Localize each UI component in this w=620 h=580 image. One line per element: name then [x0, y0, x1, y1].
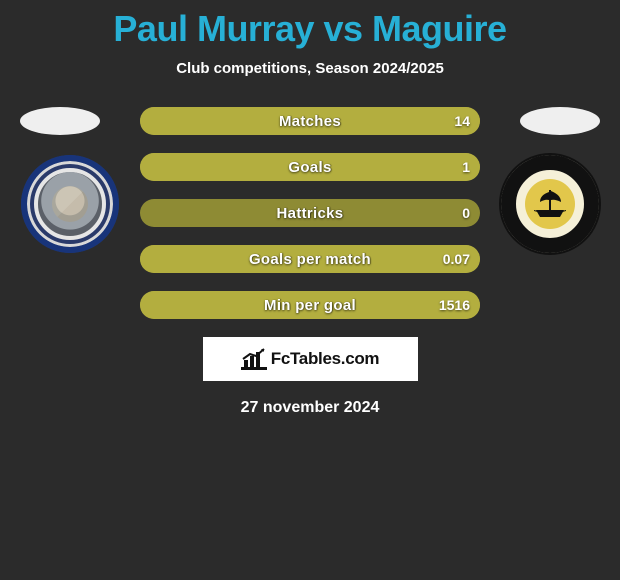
stat-row: Min per goal1516 [140, 291, 480, 319]
stat-value-right: 0 [462, 199, 470, 227]
date-label: 27 november 2024 [0, 399, 620, 417]
stat-bars: Matches14 Goals1 Hattricks0 Goals per match… [140, 107, 480, 319]
comparison-panel: Matches14 Goals1 Hattricks0 Goals per match… [0, 107, 620, 417]
ship-icon [525, 179, 575, 229]
player-right-avatar [520, 107, 600, 135]
stat-label: Matches [140, 107, 480, 135]
stat-row: Goals1 [140, 153, 480, 181]
player-left-avatar [20, 107, 100, 135]
stat-value-right: 0.07 [443, 245, 470, 273]
club-crest-left [21, 155, 119, 253]
chart-icon [241, 348, 267, 370]
stat-row: Matches14 [140, 107, 480, 135]
stat-row: Hattricks0 [140, 199, 480, 227]
brand-text: FcTables.com [271, 349, 380, 369]
stat-row: Goals per match0.07 [140, 245, 480, 273]
page-title: Paul Murray vs Maguire [0, 0, 620, 50]
stat-value-right: 1 [462, 153, 470, 181]
stat-value-right: 14 [454, 107, 470, 135]
owl-icon [34, 168, 106, 240]
stat-label: Min per goal [140, 291, 480, 319]
brand-box[interactable]: FcTables.com [203, 337, 418, 381]
club-crest-right [501, 155, 599, 253]
stat-value-right: 1516 [439, 291, 470, 319]
stat-label: Goals [140, 153, 480, 181]
stat-label: Hattricks [140, 199, 480, 227]
stat-label: Goals per match [140, 245, 480, 273]
subtitle: Club competitions, Season 2024/2025 [0, 60, 620, 77]
